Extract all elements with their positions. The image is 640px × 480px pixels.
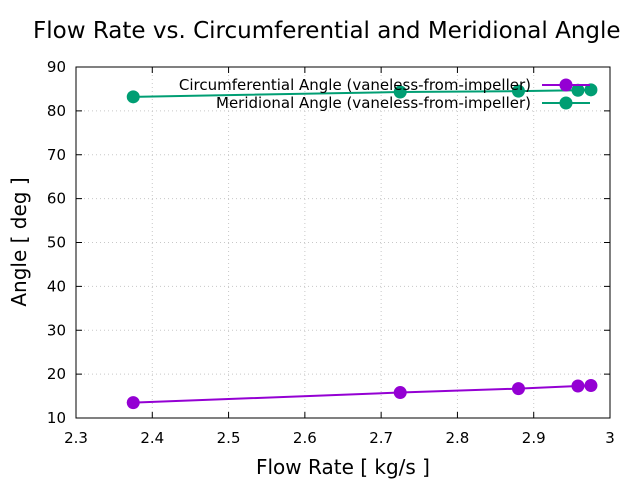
data-point xyxy=(511,382,525,396)
data-point xyxy=(584,83,598,97)
series-0 xyxy=(126,379,598,410)
chart-title: Flow Rate vs. Circumferential and Meridi… xyxy=(33,18,621,44)
data-point xyxy=(584,379,598,393)
legend-label: Meridional Angle (vaneless-from-impeller… xyxy=(216,94,531,112)
series xyxy=(126,83,598,410)
x-tick-label: 2.5 xyxy=(217,429,241,447)
y-tick-label: 70 xyxy=(47,146,66,164)
y-tick-label: 80 xyxy=(47,102,66,120)
y-tick-label: 10 xyxy=(47,409,66,427)
y-tick-label: 40 xyxy=(47,277,66,295)
data-point xyxy=(571,379,585,393)
y-tick-label: 90 xyxy=(47,58,66,76)
x-tick-label: 2.6 xyxy=(293,429,317,447)
legend-marker xyxy=(559,96,573,110)
grid xyxy=(76,67,610,418)
x-tick-label: 2.8 xyxy=(445,429,469,447)
data-point xyxy=(126,396,140,410)
data-point xyxy=(393,85,407,99)
data-point xyxy=(511,84,525,98)
data-point xyxy=(126,90,140,104)
x-tick-label: 2.4 xyxy=(140,429,164,447)
x-axis-label: Flow Rate [ kg/s ] xyxy=(256,455,430,479)
y-tick-label: 20 xyxy=(47,365,66,383)
legend-label: Circumferential Angle (vaneless-from-imp… xyxy=(179,76,531,94)
data-point xyxy=(571,83,585,97)
y-tick-label: 50 xyxy=(47,234,66,252)
x-tick-label: 2.7 xyxy=(369,429,393,447)
x-tick-label: 3 xyxy=(605,429,615,447)
ticks: 2.3 2.4 2.5 2.6 2.7 2.8 2.9 3 10 20 30 40 50 60 70 80 90 xyxy=(47,58,615,447)
data-point xyxy=(393,386,407,400)
series-1 xyxy=(126,83,598,104)
legend: Circumferential Angle (vaneless-from-imp… xyxy=(179,76,590,112)
y-tick-label: 60 xyxy=(47,190,66,208)
x-tick-label: 2.9 xyxy=(522,429,546,447)
legend-marker xyxy=(559,78,573,92)
y-axis-label: Angle [ deg ] xyxy=(7,177,31,306)
y-tick-label: 30 xyxy=(47,321,66,339)
x-tick-label: 2.3 xyxy=(64,429,88,447)
